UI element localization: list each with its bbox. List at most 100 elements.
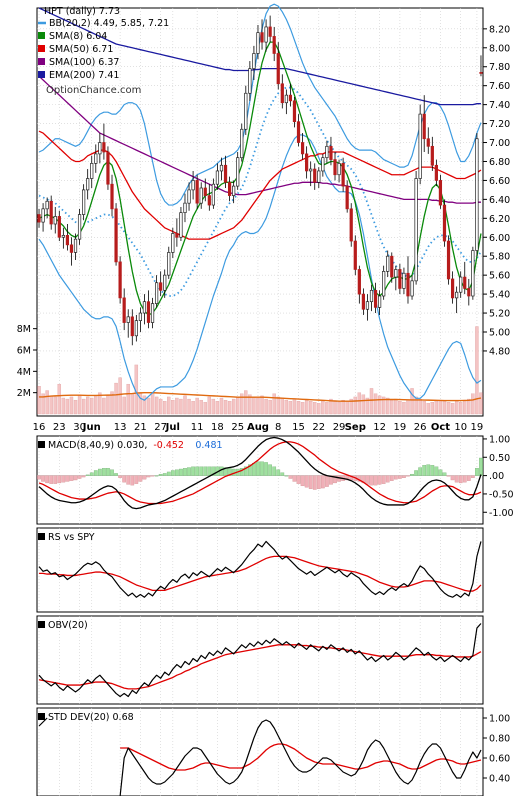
macd-histogram-bar — [349, 475, 354, 481]
candle-up — [309, 168, 313, 172]
volume-bar — [414, 396, 418, 415]
candle-down — [288, 94, 293, 102]
macd-histogram-bar — [268, 464, 272, 476]
volume-bar — [386, 397, 390, 415]
volume-bar — [85, 396, 90, 415]
volume-bar — [219, 397, 224, 415]
candle-up — [240, 128, 244, 159]
macd-histogram-bar — [142, 475, 147, 480]
volume-bar — [118, 377, 122, 415]
macd-histogram-bar — [154, 475, 159, 477]
candle-down — [329, 145, 333, 160]
candle-down — [65, 235, 70, 246]
obv-label: OBV(20) — [48, 620, 88, 631]
x-tick-label: 15 — [292, 422, 305, 433]
square-swatch-icon — [38, 441, 45, 448]
volume-bar — [65, 398, 70, 415]
price-tick-label: 7.40 — [489, 100, 510, 111]
candle-down — [305, 153, 309, 172]
volume-bar — [264, 398, 268, 415]
candle-down — [122, 297, 126, 323]
square-swatch-icon — [38, 713, 45, 720]
volume-bar — [402, 402, 406, 415]
volume-bar — [418, 398, 422, 415]
x-tick-label: Aug — [247, 422, 269, 433]
macd-histogram-bar — [57, 475, 62, 484]
candle-up — [163, 274, 167, 291]
ema200-line — [38, 7, 481, 106]
macd-histogram-bar — [426, 464, 431, 476]
candle-down — [426, 138, 430, 147]
price-tick-label: 6.40 — [489, 195, 510, 206]
volume-bar — [130, 393, 134, 415]
macd-histogram-bar — [389, 475, 394, 481]
x-tick-label: 23 — [53, 422, 66, 433]
x-tick-label: Sep — [345, 422, 366, 433]
candle-up — [126, 316, 130, 323]
candle-up — [199, 187, 203, 204]
candle-down — [430, 145, 434, 166]
candle-down — [203, 187, 207, 196]
volume-bar — [454, 401, 459, 415]
volume-bar — [158, 398, 163, 415]
macd-histogram-bar — [422, 465, 427, 476]
x-tick-label: 18 — [211, 422, 224, 433]
volume-bar — [349, 398, 353, 415]
macd-histogram-bar — [248, 464, 252, 476]
candle-up — [325, 145, 329, 159]
price-tick-label: 6.00 — [489, 233, 510, 244]
volume-bar — [321, 401, 325, 415]
volume-bar — [53, 396, 57, 415]
volume-bar — [296, 401, 301, 415]
x-tick-label: 29 — [333, 422, 346, 433]
volume-bar — [227, 401, 232, 415]
macd-histogram-bar — [219, 466, 224, 476]
macd-histogram-bar — [73, 475, 78, 481]
bb-lower-line — [38, 134, 482, 401]
volume-bar — [284, 399, 289, 415]
rs-panel-frame — [36, 527, 484, 613]
candle-down — [467, 288, 471, 297]
bb-middle-line — [38, 86, 482, 297]
macd-histogram-bar — [438, 469, 443, 476]
volume-bar — [365, 397, 370, 415]
macd-histogram-bar — [414, 470, 418, 476]
macd-histogram-bar — [187, 467, 191, 476]
macd-histogram-bar — [296, 475, 301, 484]
macd-line — [38, 436, 482, 510]
std-average-line — [120, 743, 482, 771]
candle-down — [272, 36, 276, 54]
macd-histogram-bar — [114, 473, 118, 476]
obv-average-line — [38, 644, 482, 690]
candle-down — [146, 301, 151, 323]
macd-histogram-bar — [65, 475, 70, 482]
candle-up — [317, 170, 321, 183]
macd-histogram-bar — [385, 475, 390, 483]
candle-up — [86, 178, 90, 191]
candle-down — [450, 278, 455, 299]
volume-bar — [90, 397, 94, 415]
sma100-line — [38, 75, 481, 204]
volume-average-line — [39, 391, 482, 402]
macd-histogram-bar — [373, 475, 378, 486]
volume-bar — [345, 401, 349, 415]
legend-label: SMA(100) 6.37 — [49, 57, 119, 68]
macd-histogram-bar — [418, 467, 423, 476]
candle-down — [353, 240, 357, 270]
macd-histogram-bar — [398, 475, 402, 479]
x-tick-label: 19 — [471, 422, 484, 433]
candle-up — [394, 269, 398, 278]
volume-bar — [94, 395, 98, 415]
candle-up — [90, 163, 94, 179]
obv-panel-frame — [36, 615, 484, 705]
price-tick-label: 8.00 — [489, 43, 510, 54]
candle-up — [475, 138, 479, 251]
candle-up — [414, 178, 418, 282]
std-label: STD DEV(20) 0.68 — [48, 712, 134, 723]
std-line — [38, 717, 48, 727]
macd-histogram-bar — [329, 475, 333, 485]
macd-histogram-bar — [243, 466, 248, 476]
volume-bar — [300, 402, 305, 415]
volume-bar — [240, 393, 244, 415]
macd-histogram-bar — [479, 457, 483, 476]
